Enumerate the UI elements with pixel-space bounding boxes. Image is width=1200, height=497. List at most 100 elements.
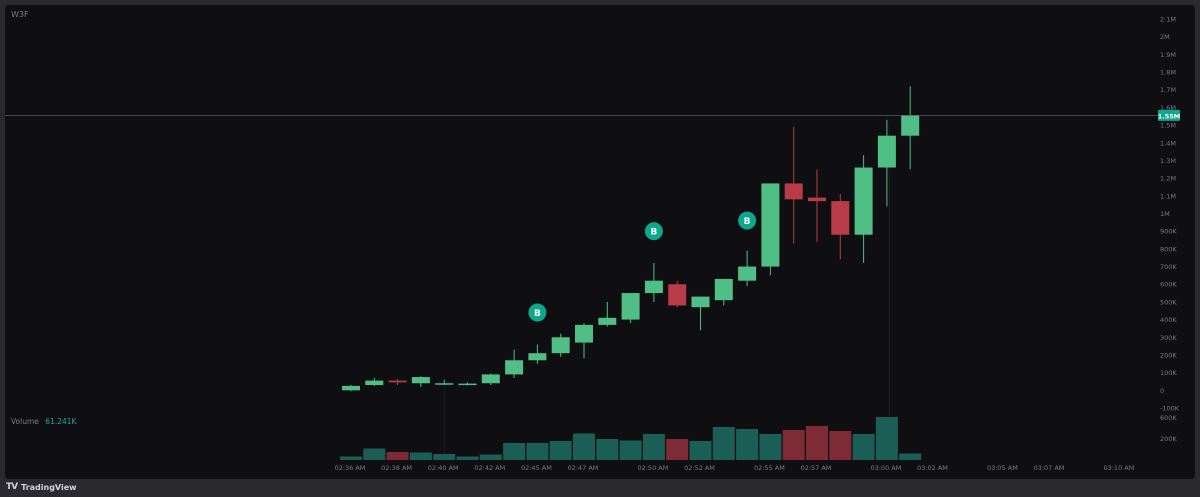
candle-body xyxy=(435,383,454,385)
current-price-label: 1.55M xyxy=(1158,112,1181,120)
price-tick-label: 500K xyxy=(1160,298,1177,306)
volume-bar xyxy=(573,433,595,460)
time-tick-label: 02:42 AM xyxy=(474,464,505,472)
time-tick-label: 02:40 AM xyxy=(428,464,459,472)
volume-legend-value: 61.241K xyxy=(45,417,77,426)
current-price-line: 1.55M xyxy=(5,109,1181,121)
candle-body xyxy=(691,296,710,308)
volume-legend: Volume 61.241K xyxy=(11,417,76,426)
buy-marker-label: B xyxy=(650,228,657,238)
price-tick-label: 1.5M xyxy=(1160,122,1176,130)
price-tick-label: 1.2M xyxy=(1160,175,1176,183)
candle-body xyxy=(342,385,360,391)
volume-bar xyxy=(712,427,735,460)
buy-marker-icon xyxy=(738,211,757,230)
candle-body xyxy=(365,380,384,386)
time-tick-label: 02:50 AM xyxy=(637,464,668,472)
price-tick-label: 2M xyxy=(1160,33,1170,41)
time-tick-label: 02:55 AM xyxy=(754,464,785,472)
brand-name: TradingView xyxy=(21,482,77,492)
candle-body xyxy=(598,317,617,325)
volume-bar xyxy=(899,453,922,460)
volume-bar xyxy=(619,440,642,460)
chart-frame[interactable]: B B B 1.55M 2.1M 2M 1.9M 1.8M 1.7M 1.6M 1.5M 1.4M… xyxy=(5,5,1195,479)
candle-body xyxy=(714,278,733,301)
candle-body xyxy=(784,183,803,200)
price-tick-label: 1.3M xyxy=(1160,157,1176,165)
volume-bar xyxy=(409,452,432,460)
time-tick-label: 03:07 AM xyxy=(1034,464,1065,472)
volume-bar xyxy=(852,434,875,460)
price-tick-label: -100K xyxy=(1160,405,1180,413)
volume-bar xyxy=(363,448,386,460)
volume-bar xyxy=(340,456,362,460)
buy-marker-icon xyxy=(644,222,663,241)
candle-body xyxy=(388,380,407,383)
price-tick-label: 100K xyxy=(1160,369,1177,377)
time-axis: 02:36 AM 02:38 AM 02:40 AM 02:42 AM 02:45 AM… xyxy=(335,464,1135,472)
volume-bar xyxy=(829,431,852,460)
tradingview-brand[interactable]: TV TradingView xyxy=(6,482,77,492)
candle-body xyxy=(738,266,757,281)
price-tick-label: 1.7M xyxy=(1160,86,1176,94)
time-tick-label: 03:02 AM xyxy=(917,464,948,472)
price-tick-label: 1.1M xyxy=(1160,192,1176,200)
time-tick-label: 02:38 AM xyxy=(381,464,412,472)
candle-body xyxy=(644,280,663,294)
symbol-label: W3F xyxy=(11,10,29,19)
candle-body xyxy=(808,197,826,202)
volume-bar xyxy=(549,441,572,460)
price-tick-label: 800K xyxy=(1160,245,1177,253)
volume-bar xyxy=(386,452,409,460)
candle-body xyxy=(551,337,570,354)
buy-markers: B B B xyxy=(528,211,757,322)
price-tick-label: 300K xyxy=(1160,334,1177,342)
time-tick-label: 02:52 AM xyxy=(684,464,715,472)
candle-body xyxy=(505,360,524,375)
time-tick-label: 03:05 AM xyxy=(987,464,1018,472)
volume-bar xyxy=(433,454,456,460)
price-tick-label: 1M xyxy=(1160,210,1170,218)
price-tick-label: 2.1M xyxy=(1160,16,1176,24)
footer-bar: TV TradingView xyxy=(0,479,1200,497)
price-tick-label: 1.8M xyxy=(1160,69,1176,77)
time-tick-label: 02:45 AM xyxy=(521,464,552,472)
tradingview-logo-icon: TV xyxy=(6,482,18,492)
volume-bar xyxy=(759,434,782,460)
volume-bars xyxy=(340,417,922,460)
candle-body xyxy=(575,324,593,343)
candle-body xyxy=(877,135,896,168)
buy-marker-label: B xyxy=(534,309,541,319)
volume-bar xyxy=(479,454,502,460)
price-tick-label: 400K xyxy=(1160,316,1177,324)
price-tick-label: 700K xyxy=(1160,263,1177,271)
time-tick-label: 02:36 AM xyxy=(335,464,366,472)
volume-bar xyxy=(806,426,828,460)
candle-body xyxy=(481,374,500,384)
candlestick-chart[interactable]: B B B 1.55M 2.1M 2M 1.9M 1.8M 1.7M 1.6M 1.5M 1.4M… xyxy=(5,5,1195,479)
candle-body xyxy=(458,383,477,386)
volume-tick-label: 600K xyxy=(1160,414,1177,422)
price-tick-label: 200K xyxy=(1160,351,1177,359)
current-price-badge xyxy=(1158,109,1180,121)
volume-bar xyxy=(503,443,526,460)
price-axis: 2.1M 2M 1.9M 1.8M 1.7M 1.6M 1.5M 1.4M 1.3M 1.2M 1.… xyxy=(1160,16,1180,413)
candle-body xyxy=(621,293,640,320)
price-tick-label: 1.6M xyxy=(1160,104,1176,112)
price-tick-label: 0 xyxy=(1160,387,1164,395)
price-tick-label: 1.9M xyxy=(1160,51,1176,59)
volume-bar xyxy=(596,439,619,460)
buy-marker-icon xyxy=(528,303,547,322)
candle-body xyxy=(854,167,873,235)
candle-body xyxy=(761,183,780,267)
candle-body xyxy=(901,115,920,136)
volume-bar xyxy=(526,443,549,460)
candle-body xyxy=(831,201,850,235)
volume-bar xyxy=(456,456,479,460)
volume-bar xyxy=(666,439,689,460)
volume-legend-label: Volume xyxy=(11,417,39,426)
candle-body xyxy=(411,377,430,384)
price-tick-label: 600K xyxy=(1160,281,1177,289)
price-tick-label: 900K xyxy=(1160,228,1177,236)
volume-bar xyxy=(689,441,712,460)
